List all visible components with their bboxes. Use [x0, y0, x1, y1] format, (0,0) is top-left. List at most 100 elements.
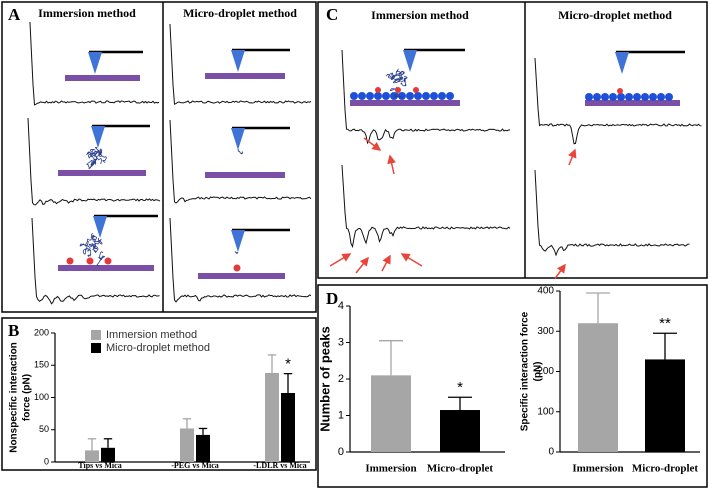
dot	[350, 92, 358, 100]
y-axis-label: (pN)	[533, 362, 544, 382]
dot	[66, 257, 74, 265]
y-tick-label: 3	[338, 336, 344, 348]
arrow	[329, 253, 352, 267]
arrow	[355, 256, 369, 274]
tip	[615, 52, 629, 74]
molecule	[386, 72, 401, 81]
tip	[88, 52, 102, 74]
molecule	[92, 237, 103, 250]
force-curve	[341, 164, 511, 249]
arrow	[363, 137, 382, 151]
dot	[413, 87, 419, 93]
dot	[649, 93, 657, 101]
mica	[58, 265, 154, 271]
y-tick-label: 100	[537, 406, 554, 417]
molecule	[388, 72, 401, 82]
molecule	[400, 76, 408, 87]
legend-label: Micro-droplet method	[106, 342, 210, 354]
x-tick-label: -LDLR vs Mica	[253, 461, 306, 470]
dot	[374, 92, 382, 100]
dot	[375, 87, 381, 93]
tip	[231, 128, 245, 150]
x-tick-label: Immersion	[572, 463, 623, 475]
molecule	[88, 242, 99, 253]
dot	[657, 93, 665, 101]
dot	[398, 92, 406, 100]
bar	[265, 372, 279, 462]
force-curve	[27, 118, 161, 206]
molecule	[86, 159, 96, 170]
molecule	[389, 86, 403, 98]
force-curve	[169, 24, 312, 105]
y-tick-label: 100	[34, 392, 49, 402]
y-tick-label: 400	[537, 286, 554, 297]
y-axis-label: Number of peaks	[317, 326, 332, 431]
panel-c-frame	[317, 1, 708, 279]
molecule	[90, 232, 98, 248]
dot	[641, 93, 649, 101]
x-tick-label: -PEG vs Mica	[171, 461, 219, 470]
dot	[438, 92, 446, 100]
mica	[205, 172, 285, 178]
molecule	[86, 151, 99, 159]
y-tick-label: 150	[34, 360, 49, 370]
panel-letter: D	[326, 289, 338, 308]
force-curve	[341, 49, 511, 145]
force-curve	[31, 217, 160, 305]
y-axis-label: Nonspecific interaction	[9, 342, 20, 453]
dot	[395, 87, 401, 93]
tip	[403, 50, 417, 72]
header: Immersion method	[38, 6, 136, 20]
panel-b-frame	[1, 317, 317, 471]
panel-letter: A	[8, 5, 21, 24]
force-curve	[169, 120, 312, 204]
legend-label: Immersion method	[106, 329, 197, 341]
legend-swatch	[91, 330, 101, 340]
arrow	[554, 263, 566, 279]
force-curve	[534, 57, 702, 145]
y-tick-label: 0	[44, 456, 49, 466]
annotation: *	[285, 356, 291, 373]
y-tick-label: 4	[338, 300, 344, 312]
molecule	[79, 237, 94, 247]
bar	[101, 447, 115, 462]
header: Immersion method	[371, 8, 469, 22]
bar	[196, 434, 210, 462]
mica	[205, 73, 285, 79]
bar	[180, 428, 194, 462]
panel-letter: B	[8, 321, 19, 340]
header: Micro-droplet method	[183, 6, 297, 20]
x-tick-label: Micro-droplet	[427, 463, 494, 475]
force-curve	[29, 22, 160, 106]
bar	[371, 375, 411, 452]
panel-a-frame	[1, 1, 317, 313]
tip	[91, 126, 105, 148]
mica	[350, 100, 460, 106]
arrow	[387, 154, 397, 175]
panel-d-frame	[317, 284, 708, 488]
molecule	[234, 251, 239, 254]
dot	[414, 92, 422, 100]
dot	[422, 92, 430, 100]
y-tick-label: 2	[338, 373, 344, 385]
legend-swatch	[91, 343, 101, 353]
mica	[65, 75, 140, 81]
x-tick-label: Tips vs Mica	[78, 461, 121, 470]
annotation: **	[659, 315, 671, 332]
panel-letter: C	[326, 5, 338, 24]
y-tick-label: 0	[548, 447, 554, 458]
dot	[609, 93, 617, 101]
dot	[585, 93, 593, 101]
dot	[382, 92, 390, 100]
molecule	[237, 148, 243, 155]
bar	[440, 410, 480, 452]
molecule	[96, 251, 105, 267]
mica	[198, 273, 285, 279]
dot	[104, 257, 112, 265]
force-curve	[534, 169, 690, 257]
dot	[593, 93, 601, 101]
arrow	[381, 254, 391, 272]
y-axis-label: force (pN)	[22, 374, 33, 421]
molecule	[90, 149, 102, 165]
molecule	[392, 74, 404, 84]
